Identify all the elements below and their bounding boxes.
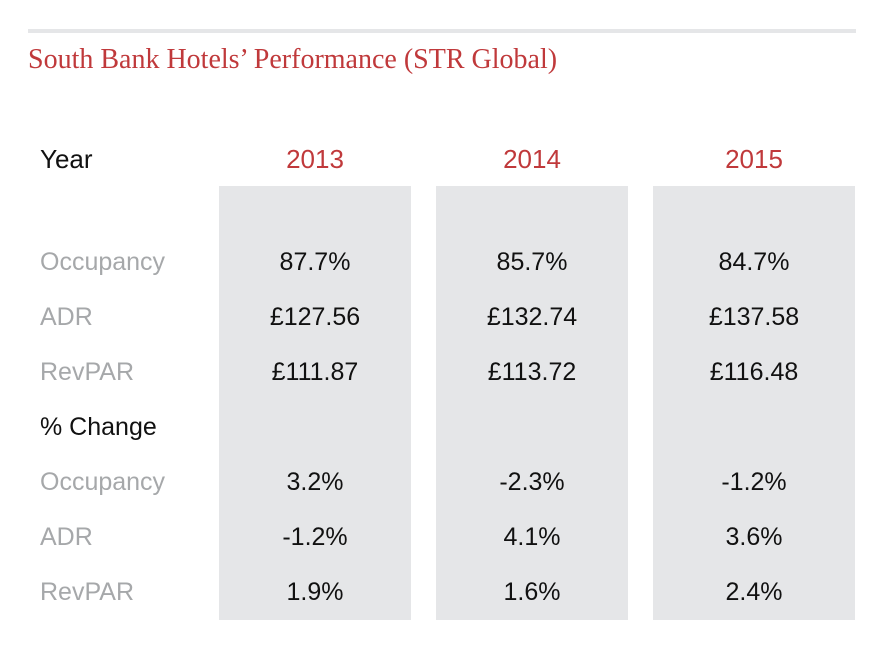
row-label-occupancy-change: Occupancy — [40, 468, 166, 496]
cell-adr-2015: £137.58 — [708, 303, 800, 331]
page-title: South Bank Hotels’ Performance (STR Glob… — [28, 44, 558, 75]
year-header-label: Year — [40, 144, 93, 174]
cell-adr-change-2013: -1.2% — [282, 523, 348, 551]
row-label-adr-change: ADR — [40, 523, 93, 551]
cell-occupancy-change-2013: 3.2% — [286, 468, 344, 496]
top-divider — [28, 29, 856, 33]
cell-occupancy-change-2014: -2.3% — [499, 468, 565, 496]
cell-adr-change-2015: 3.6% — [725, 523, 783, 551]
cell-adr-2013: £127.56 — [269, 303, 361, 331]
cell-revpar-change-2014: 1.6% — [503, 578, 561, 606]
year-2014: 2014 — [503, 144, 561, 174]
cell-revpar-2014: £113.72 — [487, 358, 577, 386]
row-label-revpar-change: RevPAR — [40, 578, 135, 606]
cell-occupancy-change-2015: -1.2% — [721, 468, 787, 496]
percent-change-section-label: % Change — [40, 413, 157, 441]
cell-revpar-change-2015: 2.4% — [725, 578, 783, 606]
year-2013: 2013 — [286, 144, 344, 174]
cell-adr-change-2014: 4.1% — [503, 523, 561, 551]
row-label-adr: ADR — [40, 303, 93, 331]
year-2015: 2015 — [725, 144, 783, 174]
column-bg-2015 — [653, 186, 855, 620]
column-bg-2013 — [219, 186, 411, 620]
cell-occupancy-2014: 85.7% — [496, 248, 568, 276]
cell-revpar-2015: £116.48 — [709, 358, 799, 386]
cell-occupancy-2015: 84.7% — [718, 248, 790, 276]
row-label-occupancy: Occupancy — [40, 248, 166, 276]
cell-revpar-2013: £111.87 — [271, 358, 359, 386]
row-label-revpar: RevPAR — [40, 358, 135, 386]
cell-adr-2014: £132.74 — [486, 303, 578, 331]
column-bg-2014 — [436, 186, 628, 620]
cell-revpar-change-2013: 1.9% — [286, 578, 344, 606]
cell-occupancy-2013: 87.7% — [279, 248, 351, 276]
